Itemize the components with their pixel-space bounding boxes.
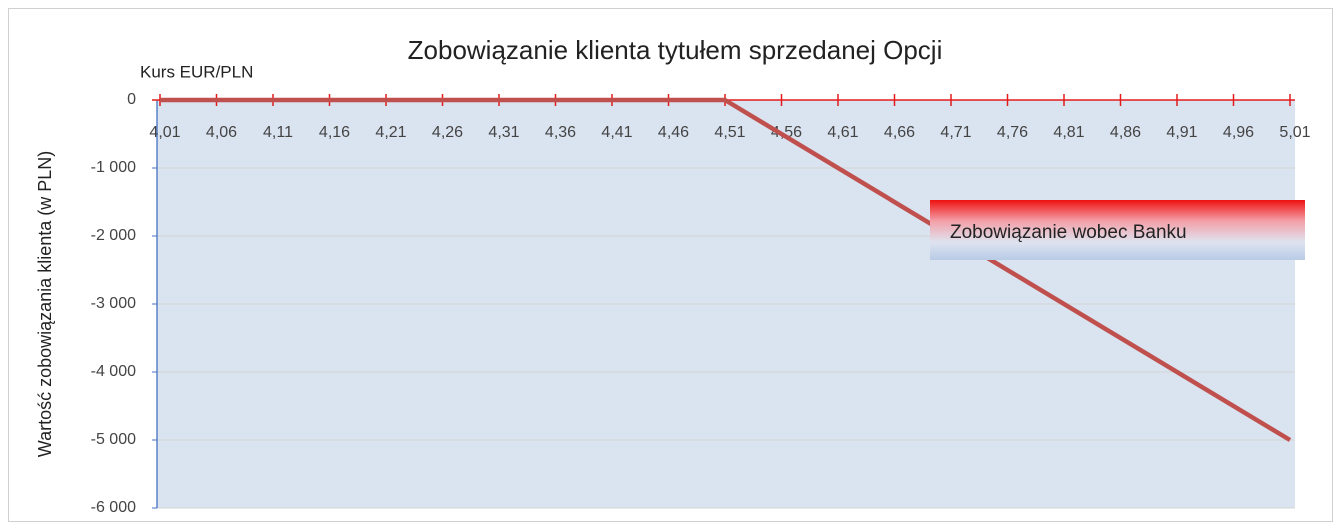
y-tick-label: -2 000 [91,227,136,244]
x-tick-label: 4,36 [545,124,576,141]
x-tick-label: 4,66 [884,124,915,141]
y-tick-label: -4 000 [91,363,136,380]
x-tick-label: 4,86 [1110,124,1141,141]
y-tick-label: -6 000 [91,499,136,516]
x-tick-label: 4,96 [1223,124,1254,141]
x-tick-label: 4,51 [714,124,745,141]
x-tick-label: 4,46 [658,124,689,141]
x-tick-label: 4,31 [488,124,519,141]
annotation: Zobowiązanie wobec Banku [950,222,1187,243]
x-tick-label: 4,76 [997,124,1028,141]
y-tick-label: -1 000 [91,159,136,176]
y-tick-label: -3 000 [91,295,136,312]
x-tick-label: 4,11 [263,124,293,141]
x-axis-title: Kurs EUR/PLN [140,62,253,81]
x-tick-label: 4,01 [149,124,180,141]
annotation-box [930,200,1305,260]
x-tick-label: 4,91 [1166,124,1197,141]
x-tick-label: 4,26 [432,124,463,141]
y-tick-label: 0 [127,91,136,108]
chart-title: Zobowiązanie klienta tytułem sprzedanej … [408,35,943,65]
x-tick-label: 4,16 [319,124,350,141]
y-tick-label: -5 000 [91,431,136,448]
x-tick-label: 4,06 [206,124,237,141]
x-tick-label: 4,41 [601,124,632,141]
x-tick-label: 4,81 [1053,124,1084,141]
x-tick-label: 4,56 [771,124,802,141]
x-tick-label: 4,61 [827,124,858,141]
x-tick-label: 5,01 [1279,124,1310,141]
data-line [160,97,1292,442]
y-axis-title: Wartość zobowiązania klienta (w PLN) [35,151,55,457]
x-tick-label: 4,71 [940,124,971,141]
x-tick-label: 4,21 [375,124,406,141]
